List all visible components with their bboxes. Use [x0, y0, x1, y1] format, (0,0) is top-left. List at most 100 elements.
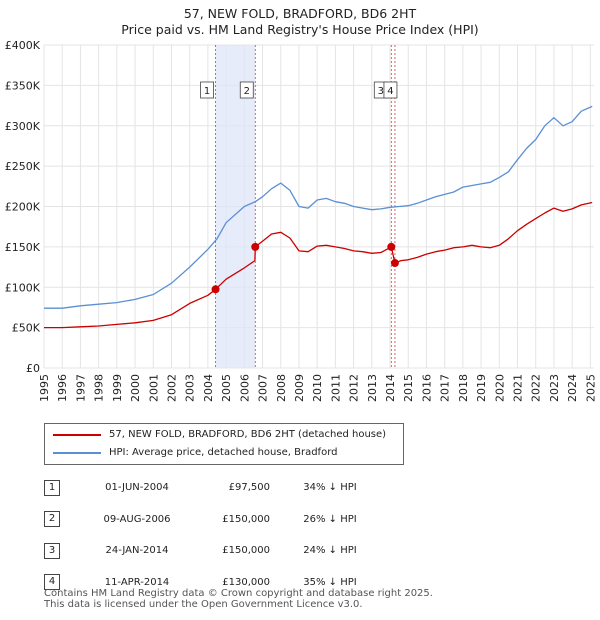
x-tick-label: 2021	[512, 374, 525, 402]
transaction-cell: £150,000	[196, 504, 270, 536]
x-tick-label: 2015	[402, 374, 415, 402]
x-tick-label: 2017	[439, 374, 452, 402]
y-tick-label: £0	[26, 362, 40, 375]
transaction-cell: £97,500	[196, 472, 270, 504]
y-axis-ticks: £0 £50K £100K £150K £200K £250K £300K £350K £400…	[5, 39, 41, 375]
x-tick-label: 2002	[165, 374, 178, 402]
shaded-region	[215, 45, 256, 368]
chart-title: 57, NEW FOLD, BRADFORD, BD6 2HT Price pa…	[0, 6, 600, 38]
y-tick-label: £300K	[5, 120, 41, 133]
transaction-number-badge: 2	[44, 511, 60, 528]
legend: 57, NEW FOLD, BRADFORD, BD6 2HT (detache…	[44, 423, 404, 465]
transaction-row: 1 01-JUN-2004 £97,500 34% ↓ HPI	[44, 472, 390, 504]
x-tick-label: 2001	[147, 374, 160, 402]
sale-points	[211, 242, 399, 294]
transaction-hpi-diff: 26% ↓ HPI	[303, 513, 357, 525]
transaction-number-badge: 3	[44, 542, 60, 559]
x-tick-label: 2016	[420, 374, 433, 402]
legend-label-hpi: HPI: Average price, detached house, Brad…	[109, 447, 338, 458]
sale-label-box	[383, 81, 398, 99]
sale-label-text: 2	[244, 86, 250, 97]
property-price-line	[44, 201, 593, 329]
x-tick-label: 2018	[457, 374, 470, 402]
transaction-row: 2 09-AUG-2006 £150,000 26% ↓ HPI	[44, 504, 390, 536]
transaction-cell: 09-AUG-2006	[78, 504, 196, 536]
x-tick-label: 2000	[129, 374, 142, 402]
transaction-cell: 01-JUN-2004	[78, 472, 196, 504]
transaction-cell: 26% ↓ HPI	[270, 504, 390, 536]
x-tick-label: 2007	[257, 374, 270, 402]
transaction-cell: 11-APR-2014	[78, 567, 196, 599]
transaction-row: 3 24-JAN-2014 £150,000 24% ↓ HPI	[44, 535, 390, 567]
y-tick-label: £400K	[5, 39, 41, 52]
sale-point-1	[211, 285, 220, 294]
transaction-hpi-diff: 35% ↓ HPI	[303, 576, 357, 588]
footer: Contains HM Land Registry data © Crown c…	[44, 588, 433, 610]
sale-label-1: 1	[200, 81, 214, 99]
x-tick-label: 2004	[202, 374, 215, 402]
hpi-line	[44, 105, 593, 309]
transaction-date: 01-JUN-2004	[105, 482, 169, 494]
sale-point-4	[390, 259, 399, 268]
x-tick-label: 1998	[93, 374, 106, 402]
transaction-cell: 1	[44, 472, 78, 504]
transaction-number-badge: 4	[44, 574, 60, 591]
x-tick-label: 2011	[329, 374, 342, 402]
legend-line-property	[53, 434, 101, 436]
transaction-cell: 34% ↓ HPI	[270, 472, 390, 504]
sale-label-text: 1	[204, 86, 210, 97]
y-tick-label: £350K	[5, 79, 41, 92]
footer-line-2: This data is licensed under the Open Gov…	[44, 599, 363, 610]
transaction-hpi-diff: 24% ↓ HPI	[303, 545, 357, 557]
y-tick-label: £50K	[12, 322, 41, 335]
transaction-cell: 4	[44, 567, 78, 599]
sale-point-2	[251, 242, 260, 251]
transaction-cell: 35% ↓ HPI	[270, 567, 390, 599]
transaction-cell: 2	[44, 504, 78, 536]
x-tick-label: 2005	[220, 374, 233, 402]
x-tick-label: 1997	[74, 374, 87, 402]
x-tick-label: 2003	[184, 374, 197, 402]
transaction-row: 4 11-APR-2014 £130,000 35% ↓ HPI	[44, 567, 390, 599]
transaction-cell: 24-JAN-2014	[78, 535, 196, 567]
transaction-date: 09-AUG-2006	[103, 513, 171, 525]
legend-line-hpi	[53, 452, 101, 454]
y-tick-label: £250K	[5, 160, 41, 173]
transaction-cell: 3	[44, 535, 78, 567]
x-tick-label: 2012	[348, 374, 361, 402]
sale-label-4: 4	[383, 81, 398, 99]
x-axis-ticks: 1995 1996 1997 1998 1999 2000 2001 2002 2003 2004…	[38, 374, 597, 402]
sale-label-box	[239, 81, 254, 99]
transaction-hpi-diff: 34% ↓ HPI	[303, 482, 357, 494]
x-tick-label: 1996	[56, 374, 69, 402]
sale-label-2: 2	[239, 81, 254, 99]
title-line-1: 57, NEW FOLD, BRADFORD, BD6 2HT	[183, 6, 417, 21]
x-tick-label: 2009	[293, 374, 306, 402]
x-tick-label: 2023	[548, 374, 561, 402]
y-tick-label: £100K	[5, 281, 41, 294]
footer-line-1: Contains HM Land Registry data © Crown c…	[44, 588, 433, 599]
x-tick-label: 2014	[384, 374, 397, 402]
transaction-number-badge: 1	[44, 479, 60, 496]
legend-label-property: 57, NEW FOLD, BRADFORD, BD6 2HT (detache…	[109, 429, 387, 440]
x-tick-label: 2020	[493, 374, 506, 402]
transaction-date: 11-APR-2014	[104, 576, 170, 588]
x-tick-label: 2010	[311, 374, 324, 402]
x-tick-label: 1999	[111, 374, 124, 402]
transaction-cell: £150,000	[196, 535, 270, 567]
x-tick-label: 2024	[566, 374, 579, 402]
sale-label-text: 3	[378, 86, 384, 97]
y-tick-label: £150K	[5, 241, 41, 254]
transaction-cell: 24% ↓ HPI	[270, 535, 390, 567]
x-tick-label: 2006	[238, 374, 251, 402]
shaded-period	[215, 45, 256, 368]
sale-label-text: 4	[387, 86, 393, 97]
x-tick-label: 2019	[475, 374, 488, 402]
transaction-price: £130,000	[222, 576, 270, 588]
transaction-date: 24-JAN-2014	[105, 545, 169, 557]
transaction-price: £150,000	[222, 545, 270, 557]
x-tick-label: 2008	[275, 374, 288, 402]
sale-label-box	[200, 81, 214, 99]
